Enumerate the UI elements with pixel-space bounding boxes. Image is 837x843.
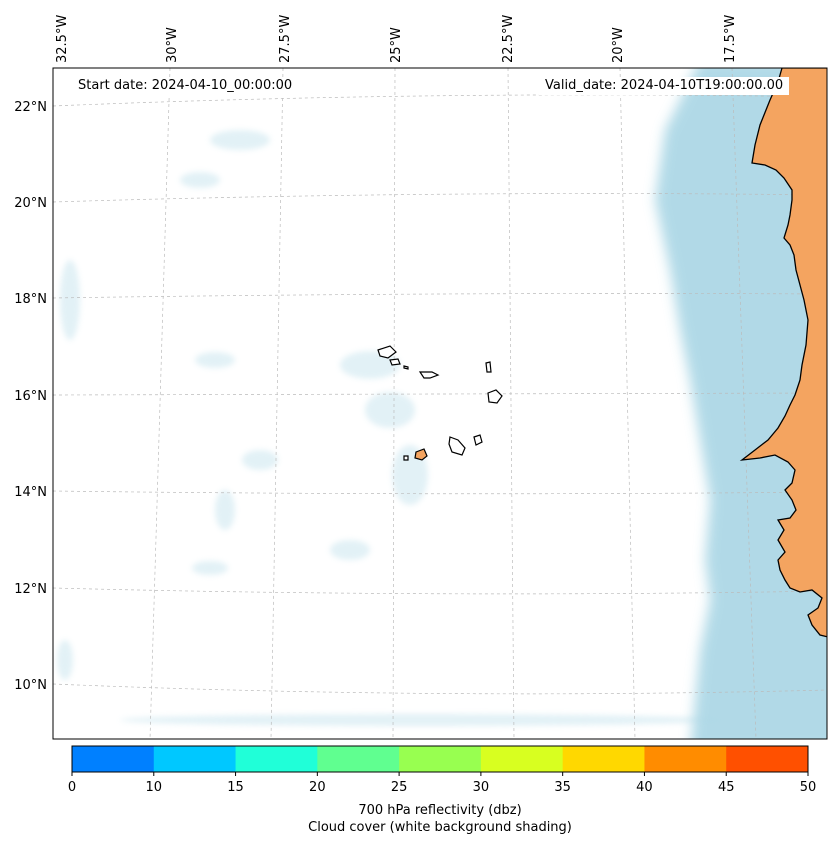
colorbar-tick-label: 10 <box>146 780 163 795</box>
colorbar-tick-label: 35 <box>554 780 571 795</box>
lon-label: 22.5°W <box>501 15 516 63</box>
lon-label: 30°W <box>165 27 180 63</box>
lon-label: 20°W <box>611 27 626 63</box>
lon-label: 32.5°W <box>55 15 70 63</box>
longitude-labels: 32.5°W 30°W 27.5°W 25°W 22.5°W 20°W 17.5… <box>55 15 738 63</box>
colorbar-segment <box>153 746 237 772</box>
gridlines <box>53 68 827 739</box>
colorbar-sublabel: Cloud cover (white background shading) <box>308 820 572 835</box>
colorbar-segment <box>317 746 400 772</box>
colorbar-segment <box>399 746 482 772</box>
lat-label: 18°N <box>14 292 47 307</box>
latitude-labels: 22°N 20°N 18°N 16°N 14°N 12°N 10°N <box>14 100 47 693</box>
colorbar-frame <box>71 745 809 773</box>
colorbar-tick-label: 15 <box>227 780 244 795</box>
lon-label: 25°W <box>389 27 404 63</box>
lat-label: 16°N <box>14 389 47 404</box>
colorbar-tick-label: 0 <box>68 780 76 795</box>
lat-label: 14°N <box>14 485 47 500</box>
colorbar-tick-label: 45 <box>718 780 735 795</box>
colorbar-tick-label: 30 <box>473 780 490 795</box>
lat-label: 12°N <box>14 582 47 597</box>
colorbar-segment <box>644 746 727 772</box>
colorbar-tick-label: 25 <box>391 780 408 795</box>
colorbar-segment <box>235 746 318 772</box>
colorbar-label: 700 hPa reflectivity (dbz) <box>358 803 521 818</box>
africa-landmass <box>739 68 827 638</box>
lon-label: 27.5°W <box>278 15 293 63</box>
colorbar-tick-label: 20 <box>309 780 326 795</box>
start-date-label: Start date: 2024-04-10_00:00:00 <box>72 77 299 95</box>
colorbar-segment <box>562 746 645 772</box>
lat-label: 22°N <box>14 100 47 115</box>
lat-label: 10°N <box>14 678 47 693</box>
lat-label: 20°N <box>14 196 47 211</box>
colorbar-segment <box>72 746 155 772</box>
lon-label: 17.5°W <box>723 15 738 63</box>
colorbar-tick-label: 50 <box>800 780 817 795</box>
scattered-clouds <box>57 130 720 726</box>
colorbar: 0 10 15 20 25 30 35 40 45 50 700 hPa reflectivity… <box>68 745 817 835</box>
colorbar-segment <box>726 746 809 772</box>
map-frame <box>52 67 828 740</box>
colorbar-tick-label: 40 <box>636 780 653 795</box>
cape-verde-islands <box>377 345 503 461</box>
valid-date-label: Valid_date: 2024-04-10T19:00:00.00 <box>539 77 790 95</box>
colorbar-segment <box>480 746 564 772</box>
